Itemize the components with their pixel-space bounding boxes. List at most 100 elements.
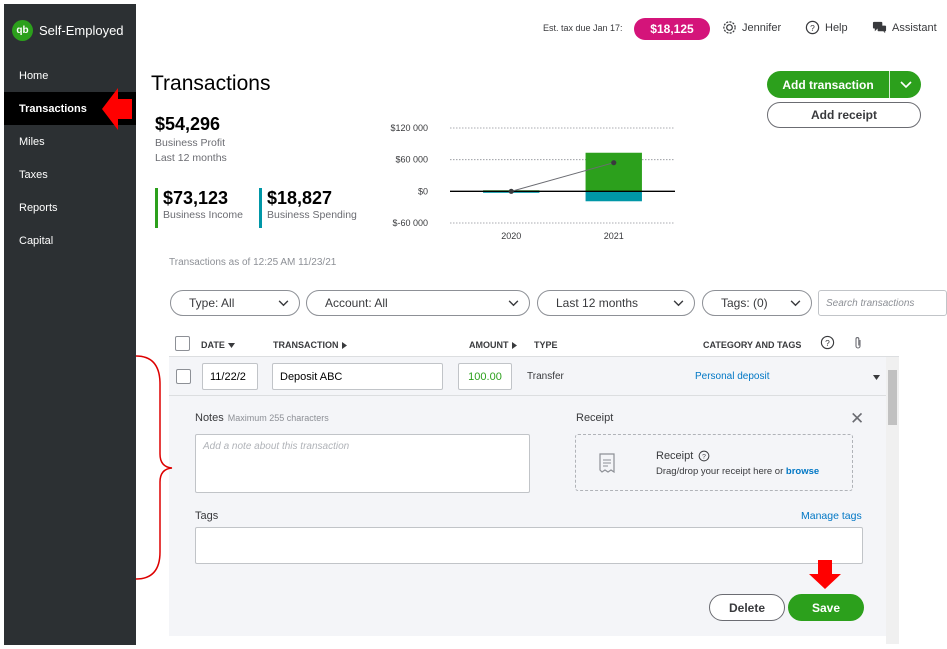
column-date[interactable]: DATE (201, 340, 235, 350)
sort-right-icon (511, 341, 517, 349)
transactions-as-of: Transactions as of 12:25 AM 11/23/21 (169, 257, 337, 268)
sidebar-item-home[interactable]: Home (19, 69, 49, 82)
manage-tags-link[interactable]: Manage tags (801, 510, 862, 522)
receipt-dropzone-hint: Drag/drop your receipt here or browse (656, 466, 819, 477)
notes-title: Notes (195, 412, 224, 424)
chart-y-tick-label: $-60 000 (392, 218, 428, 228)
notes-label: Notes Maximum 255 characters (195, 412, 329, 424)
scrollbar[interactable] (886, 357, 899, 644)
chart-x-tick-label: 2020 (501, 231, 521, 241)
column-amount[interactable]: AMOUNT (469, 340, 517, 350)
gear-icon (723, 21, 736, 34)
svg-text:?: ? (810, 23, 815, 33)
button-divider (889, 71, 890, 98)
help-icon[interactable]: ? (698, 450, 710, 462)
receipt-dropzone[interactable] (575, 434, 853, 491)
close-icon[interactable]: ✕ (850, 409, 865, 428)
chart-profit-point (508, 188, 514, 194)
sort-down-icon (227, 342, 235, 348)
notes-hint: Maximum 255 characters (227, 413, 329, 423)
help-link[interactable]: ? Help (805, 20, 848, 35)
select-all-checkbox[interactable] (175, 336, 190, 351)
business-income-kpi: $73,123 Business Income (155, 188, 243, 228)
search-input[interactable]: Search transactions (818, 290, 947, 316)
add-transaction-button[interactable]: Add transaction (767, 71, 921, 98)
sort-right-icon (341, 341, 347, 349)
brand-name: Self-Employed (39, 23, 124, 38)
chart-profit-line (511, 162, 614, 192)
receipt-dropzone-label: Receipt (656, 450, 694, 462)
transaction-type: Transfer (527, 371, 564, 382)
type-filter-label: Type: All (189, 296, 235, 310)
business-income-label: Business Income (163, 209, 243, 221)
user-menu[interactable]: Jennifer (722, 20, 781, 35)
tax-due-badge[interactable]: $18,125 (634, 18, 710, 40)
browse-link[interactable]: browse (785, 466, 820, 477)
chat-icon (872, 21, 887, 34)
paperclip-icon (855, 337, 861, 349)
chevron-down-icon (673, 299, 684, 306)
column-date-label: DATE (201, 340, 225, 350)
period-filter[interactable]: Last 12 months (537, 290, 695, 316)
expand-row-icon[interactable] (873, 375, 880, 380)
annotation-arrow-left-icon (102, 88, 132, 130)
svg-text:?: ? (702, 454, 706, 461)
sidebar-item-miles[interactable]: Miles (19, 135, 45, 148)
period-filter-label: Last 12 months (556, 296, 639, 310)
amount-value[interactable]: 100.00 (458, 363, 512, 390)
tags-filter-label: Tags: (0) (721, 296, 768, 310)
column-type-label: TYPE (534, 340, 558, 350)
chart-bar (585, 191, 642, 202)
business-spending-label: Business Spending (267, 209, 357, 221)
account-filter-label: Account: All (325, 296, 388, 310)
business-spending-value: $18,827 (267, 188, 333, 208)
column-amount-label: AMOUNT (469, 340, 509, 350)
delete-button[interactable]: Delete (709, 594, 785, 621)
column-category-label: CATEGORY AND TAGS (703, 340, 802, 350)
type-filter[interactable]: Type: All (170, 290, 300, 316)
business-profit-value: $54,296 (155, 114, 221, 134)
tags-label: Tags (195, 510, 219, 522)
svg-text:?: ? (825, 338, 830, 348)
tags-input[interactable] (195, 527, 863, 564)
column-category[interactable]: CATEGORY AND TAGS (703, 340, 801, 350)
business-profit-period: Last 12 months (155, 152, 227, 164)
chart-bar (585, 152, 642, 192)
assistant-label: Assistant (892, 21, 937, 34)
page-title: Transactions (151, 72, 271, 95)
account-filter[interactable]: Account: All (306, 290, 530, 316)
sidebar-item-reports[interactable]: Reports (19, 201, 58, 214)
chart-profit-point (611, 160, 617, 166)
tags-filter[interactable]: Tags: (0) (702, 290, 812, 316)
receipt-hint-text: Drag/drop your receipt here or (656, 466, 784, 477)
row-checkbox[interactable] (176, 369, 191, 384)
sidebar-item-capital[interactable]: Capital (19, 234, 54, 247)
receipt-icon (599, 453, 615, 473)
sidebar-item-taxes[interactable]: Taxes (19, 168, 48, 181)
transaction-name-input[interactable]: Deposit ABC (272, 363, 443, 390)
category-link[interactable]: Personal deposit (695, 371, 770, 382)
business-spending-kpi: $18,827 Business Spending (259, 188, 357, 228)
scrollbar-thumb[interactable] (888, 370, 897, 425)
annotation-bracket-icon (135, 355, 173, 580)
chevron-down-icon[interactable] (890, 80, 921, 89)
help-icon[interactable]: ? (820, 335, 835, 350)
date-input[interactable]: 11/22/2 (202, 363, 258, 390)
business-profit-label: Business Profit (155, 137, 226, 149)
column-type[interactable]: TYPE (534, 340, 558, 350)
save-button[interactable]: Save (788, 594, 864, 621)
add-transaction-label: Add transaction (782, 77, 874, 92)
assistant-link[interactable]: Assistant (872, 20, 937, 35)
tax-due-label: Est. tax due Jan 17: (543, 23, 623, 33)
user-name: Jennifer (742, 21, 782, 34)
chevron-down-icon (790, 299, 801, 306)
chevron-down-icon (508, 299, 519, 306)
quickbooks-logo-icon: qb (12, 20, 33, 41)
add-receipt-button[interactable]: Add receipt (767, 102, 921, 128)
receipt-dropzone-title: Receipt ? (656, 450, 710, 462)
notes-textarea[interactable]: Add a note about this transaction (195, 434, 530, 493)
brand-logo[interactable]: qb Self-Employed (12, 20, 124, 41)
chart-y-tick-label: $60 000 (395, 155, 428, 165)
annotation-arrow-down-icon (809, 560, 841, 589)
column-transaction[interactable]: TRANSACTION (273, 340, 347, 350)
